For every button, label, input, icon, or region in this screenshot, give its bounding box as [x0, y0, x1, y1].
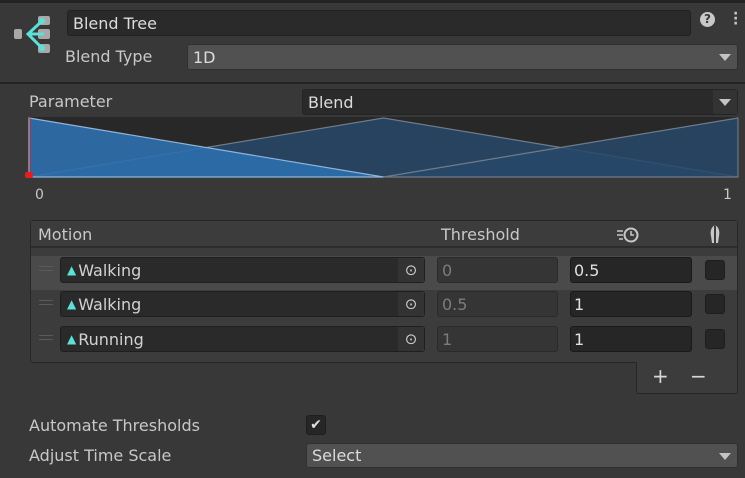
parameter-marker-handle[interactable]: [25, 172, 33, 178]
parameter-dropdown[interactable]: Blend: [302, 89, 738, 115]
time-scale-icon: [617, 226, 649, 248]
adjust-time-scale-dropdown[interactable]: Select: [306, 443, 738, 468]
object-picker-icon[interactable]: ⊙: [398, 258, 424, 282]
object-picker-icon[interactable]: ⊙: [398, 327, 424, 351]
graph-max-label: 1: [723, 187, 732, 203]
parameter-value: Blend: [308, 92, 354, 112]
automate-thresholds-checkbox[interactable]: ✔: [306, 415, 326, 435]
motion-field[interactable]: ▲ Walking ⊙: [60, 257, 425, 283]
parameter-label: Parameter: [29, 92, 113, 111]
automate-thresholds-label: Automate Thresholds: [29, 416, 200, 435]
time-scale-input[interactable]: 0.5: [570, 257, 692, 283]
time-scale-input[interactable]: 1: [570, 291, 692, 317]
blend-type-dropdown[interactable]: 1D: [187, 44, 738, 70]
chevron-down-icon: [719, 452, 731, 460]
top-border: [0, 0, 745, 3]
adjust-time-scale-value: Select: [312, 446, 362, 465]
table-row[interactable]: ▲ Running ⊙ 1 1: [31, 325, 737, 359]
motion-field[interactable]: ▲ Walking ⊙: [60, 291, 425, 317]
remove-button[interactable]: −: [690, 364, 707, 388]
table-row[interactable]: ▲ Walking ⊙ 0.5 1: [31, 290, 737, 324]
animation-clip-icon: ▲: [67, 332, 77, 346]
time-scale-input[interactable]: 1: [570, 326, 692, 352]
animation-clip-icon: ▲: [67, 297, 77, 311]
blend-graph[interactable]: [25, 117, 739, 179]
object-picker-icon[interactable]: ⊙: [398, 292, 424, 316]
help-icon[interactable]: ?: [700, 12, 715, 27]
blend-type-label: Blend Type: [65, 47, 153, 66]
threshold-input[interactable]: 1: [437, 326, 558, 352]
motion-name: Running: [78, 329, 144, 349]
motion-name: Walking: [78, 294, 142, 314]
divider: [0, 82, 745, 84]
threshold-header: Threshold: [441, 225, 520, 244]
chevron-down-icon: [719, 54, 731, 61]
motion-field[interactable]: ▲ Running ⊙: [60, 326, 425, 352]
mirror-icon: [708, 224, 722, 248]
motion-header: Motion: [38, 225, 93, 244]
adjust-time-scale-label: Adjust Time Scale: [29, 446, 172, 465]
motion-weight-triangle: [383, 117, 739, 178]
threshold-input[interactable]: 0.5: [437, 291, 558, 317]
motion-weight-triangle: [28, 117, 384, 178]
threshold-input[interactable]: 0: [437, 257, 558, 283]
drag-handle[interactable]: [39, 266, 53, 271]
animation-clip-icon: ▲: [67, 263, 77, 277]
mirror-checkbox[interactable]: [705, 260, 725, 280]
table-row[interactable]: ▲ Walking ⊙ 0 0.5: [31, 256, 737, 290]
graph-min-label: 0: [35, 187, 44, 203]
add-button[interactable]: +: [652, 364, 669, 388]
chevron-down-icon: [719, 99, 731, 106]
drag-handle[interactable]: [39, 300, 53, 305]
mirror-checkbox[interactable]: [705, 294, 725, 314]
blend-tree-icon: [14, 16, 54, 56]
list-footer: [636, 362, 738, 394]
blend-type-value: 1D: [193, 47, 216, 67]
blend-tree-name-input[interactable]: Blend Tree: [67, 10, 691, 36]
motion-name: Walking: [78, 260, 142, 280]
mirror-checkbox[interactable]: [705, 329, 725, 349]
kebab-menu-icon[interactable]: · · ·: [733, 6, 739, 32]
drag-handle[interactable]: [39, 335, 53, 340]
